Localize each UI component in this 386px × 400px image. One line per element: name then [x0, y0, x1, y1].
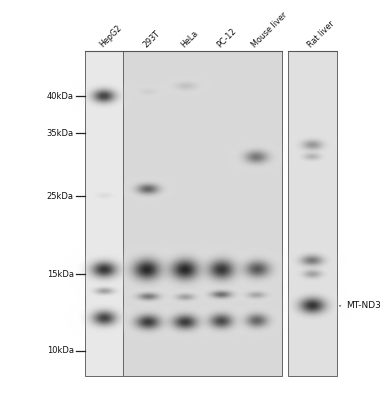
Text: 293T: 293T [141, 28, 162, 49]
Text: 35kDa: 35kDa [47, 129, 74, 138]
Text: MT-ND3: MT-ND3 [340, 301, 381, 310]
Text: HepG2: HepG2 [98, 23, 124, 49]
Text: 40kDa: 40kDa [47, 92, 74, 101]
Text: Rat liver: Rat liver [306, 19, 336, 49]
Text: 10kDa: 10kDa [47, 346, 74, 356]
Text: 25kDa: 25kDa [47, 192, 74, 200]
Text: PC-12: PC-12 [215, 26, 238, 49]
Bar [85, 51, 123, 376]
Text: 15kDa: 15kDa [47, 270, 74, 279]
Bar [123, 51, 282, 376]
Bar [288, 51, 337, 376]
Text: Mouse liver: Mouse liver [250, 10, 289, 49]
Text: HeLa: HeLa [179, 28, 200, 49]
